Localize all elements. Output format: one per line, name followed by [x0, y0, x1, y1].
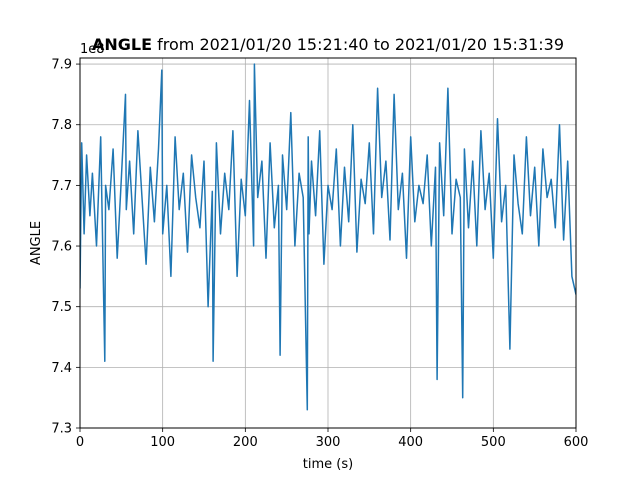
y-offset-label: 1e8 [80, 42, 105, 57]
y-tick-label: 7.3 [51, 422, 72, 437]
x-axis-label: time (s) [303, 457, 353, 472]
y-tick-label: 7.4 [51, 361, 72, 376]
chart-title-bold: ANGLE [92, 35, 152, 54]
x-tick-label: 400 [398, 435, 423, 450]
chart-title: ANGLE from 2021/01/20 15:21:40 to 2021/0… [92, 35, 564, 54]
y-axis-label: ANGLE [29, 221, 44, 265]
x-tick-label: 500 [481, 435, 506, 450]
series-line [80, 63, 576, 411]
x-tick-label: 600 [564, 435, 589, 450]
x-tick-label: 0 [76, 435, 84, 450]
chart-title-rest: from 2021/01/20 15:21:40 to 2021/01/20 1… [152, 35, 564, 54]
x-tick-label: 300 [316, 435, 341, 450]
y-tick-label: 7.7 [51, 179, 72, 194]
y-tick-label: 7.9 [51, 58, 72, 73]
tick-marks: 0 100 200 300 400 500 600 7.3 7.4 7.5 7.6 7.7 7.8 7.9 [51, 58, 588, 450]
series-layer [80, 63, 576, 411]
x-tick-label: 100 [150, 435, 175, 450]
y-tick-label: 7.6 [51, 240, 72, 255]
y-tick-label: 7.8 [51, 118, 72, 133]
y-tick-label: 7.5 [51, 300, 72, 315]
x-tick-label: 200 [233, 435, 258, 450]
